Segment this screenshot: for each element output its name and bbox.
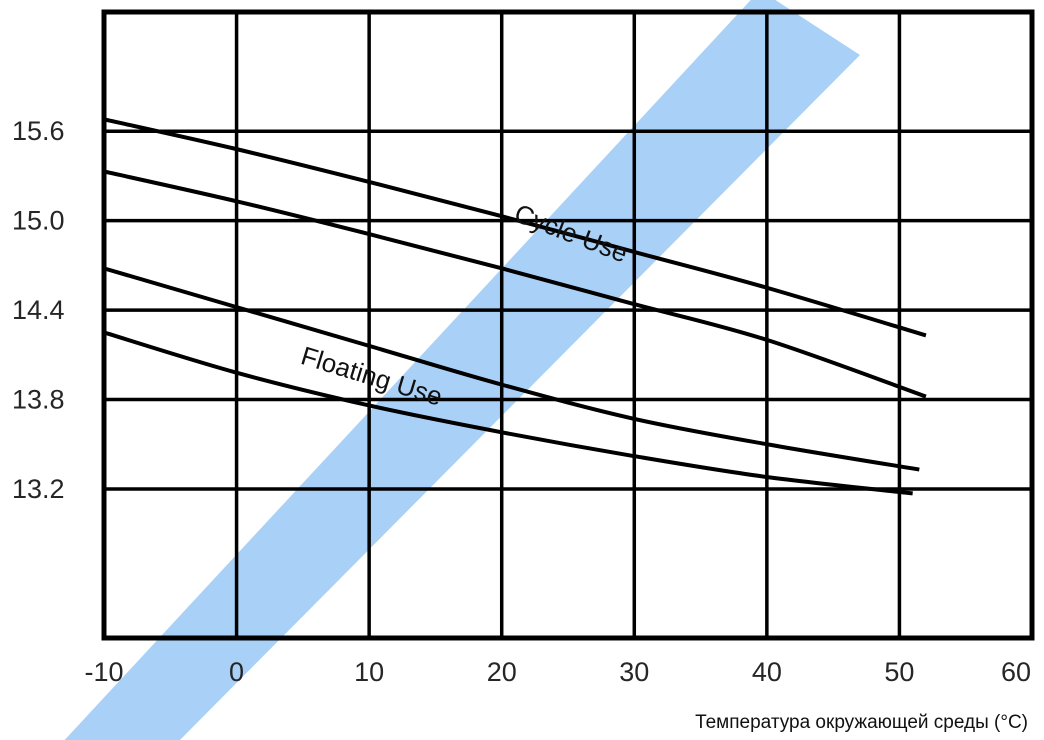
y-tick-label: 13.2	[12, 474, 65, 504]
x-tick-label: -10	[84, 657, 123, 687]
y-tick-labels: 15.6 15.0 14.4 13.8 13.2	[12, 116, 65, 504]
watermark-shape	[64, 0, 860, 740]
x-tick-labels: -10 0 10 20 30 40 50 60	[84, 657, 1031, 687]
y-tick-label: 14.4	[12, 295, 65, 325]
cycle-use-lower-curve	[103, 169, 927, 399]
y-tick-label: 13.8	[12, 385, 65, 415]
curves	[103, 117, 927, 496]
floating-use-upper-curve	[103, 266, 920, 472]
x-tick-label: 50	[884, 657, 914, 687]
floating-use-lower-curve	[103, 330, 913, 496]
x-tick-label: 0	[229, 657, 244, 687]
x-tick-label: 30	[619, 657, 649, 687]
plot-frame	[101, 9, 1035, 641]
x-tick-label: 60	[1001, 657, 1031, 687]
watermark-stripe	[64, 0, 860, 740]
y-tick-label: 15.0	[12, 206, 65, 236]
x-tick-label: 20	[487, 657, 517, 687]
x-tick-label: 40	[752, 657, 782, 687]
cycle-use-upper-curve	[103, 117, 927, 338]
y-tick-label: 15.6	[12, 116, 65, 146]
x-tick-label: 10	[354, 657, 384, 687]
x-axis-label: Температура окружающей среды (°C)	[695, 712, 1028, 733]
